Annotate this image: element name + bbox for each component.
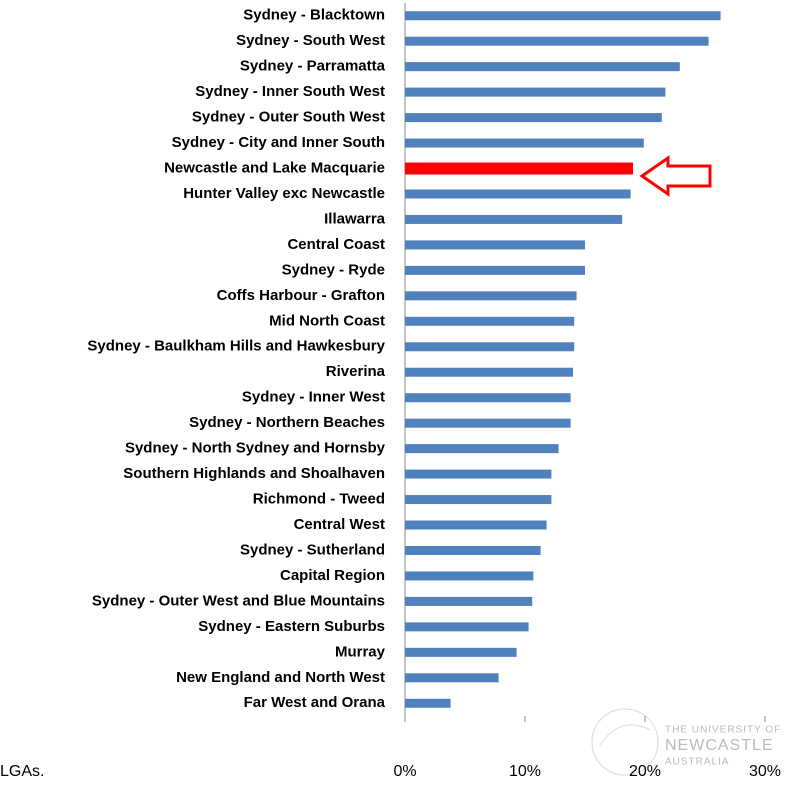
y-tick-label: Sydney - Ryde	[282, 261, 385, 278]
y-tick-label: Sydney - Eastern Suburbs	[198, 618, 385, 635]
y-tick-label: Sydney - Outer South West	[192, 109, 385, 126]
y-tick-label: Central Coast	[287, 236, 385, 253]
footnote: LGAs.	[0, 763, 44, 780]
bar	[405, 240, 585, 250]
x-tick-label: 0%	[393, 763, 416, 780]
y-tick-label: Far West and Orana	[244, 694, 386, 711]
y-tick-label: Hunter Valley exc Newcastle	[183, 185, 385, 202]
watermark-logo	[591, 708, 659, 776]
bar	[405, 265, 585, 275]
bar	[405, 698, 451, 708]
y-tick-label: Southern Highlands and Shoalhaven	[123, 465, 385, 482]
y-tick-label: Sydney - Parramatta	[240, 58, 386, 75]
bar	[405, 571, 534, 581]
bar	[405, 36, 709, 46]
bar	[405, 367, 573, 377]
bar	[405, 444, 559, 454]
x-tick-label: 10%	[509, 763, 541, 780]
y-tick-label: Sydney - Inner West	[242, 389, 385, 406]
y-tick-label: Sydney - North Sydney and Hornsby	[125, 440, 386, 457]
y-tick-label: Coffs Harbour - Grafton	[217, 287, 385, 304]
y-tick-label: Sydney - Outer West and Blue Mountains	[92, 592, 385, 609]
bar	[405, 418, 571, 428]
y-tick-label: Central West	[294, 516, 385, 533]
watermark-text: AUSTRALIA	[665, 757, 730, 768]
y-tick-label: Capital Region	[280, 567, 385, 584]
bar	[405, 62, 680, 72]
bar	[405, 342, 575, 352]
y-tick-label: Newcastle and Lake Macquarie	[164, 159, 385, 176]
bar	[405, 622, 529, 632]
bar	[405, 520, 547, 530]
bar	[405, 596, 533, 606]
y-tick-label: New England and North West	[176, 669, 385, 686]
x-tick-label: 20%	[629, 763, 661, 780]
y-tick-label: Mid North Coast	[269, 312, 385, 329]
y-tick-label: Sydney - South West	[236, 32, 385, 49]
bar	[405, 673, 499, 683]
y-tick-label: Sydney - City and Inner South	[172, 134, 385, 151]
y-tick-label: Sydney - Baulkham Hills and Hawkesbury	[87, 338, 385, 355]
watermark-text: NEWCASTLE	[665, 737, 774, 754]
bar	[405, 393, 571, 403]
y-tick-label: Sydney - Sutherland	[240, 541, 385, 558]
bar	[405, 214, 623, 224]
bar	[405, 495, 552, 505]
x-tick-label: 30%	[749, 763, 781, 780]
bar	[405, 113, 662, 123]
y-tick-label: Sydney - Blacktown	[243, 7, 385, 24]
bar	[405, 316, 575, 326]
y-tick-label: Murray	[335, 643, 386, 660]
y-tick-label: Richmond - Tweed	[253, 491, 385, 508]
y-tick-label: Illawarra	[324, 210, 386, 227]
y-tick-label: Riverina	[326, 363, 386, 380]
bar	[405, 87, 666, 97]
highlight-arrow	[639, 155, 712, 197]
bar	[405, 291, 577, 301]
bar	[405, 469, 552, 479]
y-tick-label: Sydney - Inner South West	[195, 83, 385, 100]
bar	[405, 545, 541, 555]
bar	[405, 138, 644, 148]
bar	[405, 189, 631, 199]
bar	[405, 647, 517, 657]
bar	[405, 11, 721, 21]
watermark-text: THE UNIVERSITY OF	[665, 725, 781, 736]
y-tick-label: Sydney - Northern Beaches	[189, 414, 385, 431]
bar	[405, 162, 633, 175]
